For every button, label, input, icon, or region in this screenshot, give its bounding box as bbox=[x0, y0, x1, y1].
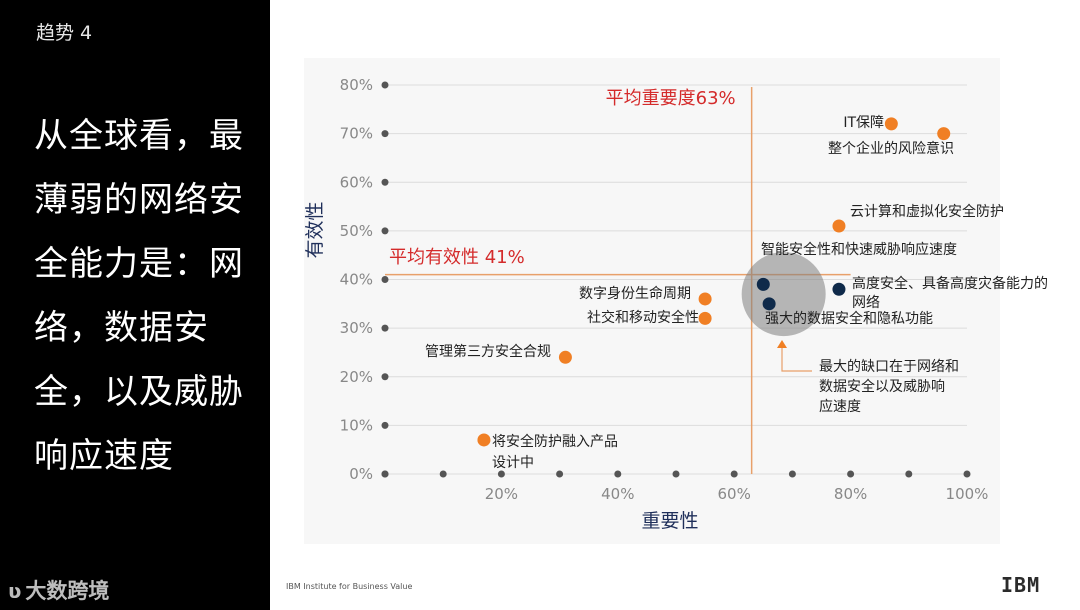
x-tick-dot bbox=[556, 470, 564, 478]
x-tick-dot bbox=[381, 470, 389, 478]
data-point bbox=[558, 350, 572, 364]
point-label: 社交和移动安全性 bbox=[587, 309, 699, 326]
source-note: IBM Institute for Business Value bbox=[286, 582, 413, 591]
data-point bbox=[937, 127, 951, 141]
y-tick-dot bbox=[381, 81, 389, 89]
headline: 从全球看，最薄弱的网络安全能力是：网络，数据安全，以及威胁响应速度 bbox=[34, 116, 244, 476]
y-tick-label: 80% bbox=[340, 76, 373, 94]
watermark-text: 大数跨境 bbox=[25, 579, 110, 603]
y-tick-label: 0% bbox=[349, 465, 373, 483]
axis-labels: 重要性 有效性 bbox=[304, 201, 699, 532]
x-tick-label: 20% bbox=[485, 485, 518, 503]
y-tick-dot bbox=[381, 276, 389, 283]
point-label: 将安全防护融入产品设计中 bbox=[492, 433, 618, 471]
point-label: 整个企业的风险意识 bbox=[828, 140, 954, 157]
data-point bbox=[698, 292, 712, 306]
data-point bbox=[762, 297, 776, 311]
data-point bbox=[477, 433, 491, 447]
y-tick-dot bbox=[381, 227, 389, 235]
gap-highlight-circle bbox=[741, 252, 826, 337]
point-label: 智能安全性和快速威胁响应速度 bbox=[761, 241, 957, 258]
point-label: 管理第三方安全合规 bbox=[425, 343, 551, 360]
x-tick-label: 100% bbox=[946, 485, 989, 503]
chart-area bbox=[304, 58, 1000, 544]
x-tick-label: 40% bbox=[601, 485, 634, 503]
y-tick-label: 20% bbox=[340, 368, 373, 386]
point-label: 高度安全、具备高度灾备能力的网络 bbox=[852, 275, 1048, 311]
avg-importance-label: 平均重要度63% bbox=[606, 88, 736, 109]
watermark-logo-icon: ʋ bbox=[8, 579, 22, 603]
y-tick-dot bbox=[381, 178, 389, 186]
y-tick-label: 60% bbox=[340, 173, 373, 191]
y-tick-label: 30% bbox=[340, 319, 373, 337]
ibm-logo: IBM bbox=[1001, 573, 1041, 597]
x-tick-dot bbox=[847, 470, 855, 478]
point-label: 数字身份生命周期 bbox=[579, 285, 691, 302]
point-label: 强大的数据安全和隐私功能 bbox=[765, 310, 933, 327]
y-axis-title: 有效性 bbox=[304, 201, 326, 258]
x-tick-dot bbox=[614, 470, 622, 478]
gap-highlight: 最大的缺口在于网络和数据安全以及威胁响应速度 bbox=[741, 252, 959, 415]
watermark: ʋ 大数跨境 bbox=[8, 575, 109, 605]
data-point bbox=[832, 282, 846, 296]
point-label: IT保障 bbox=[843, 115, 884, 131]
annotation-text: 最大的缺口在于网络和数据安全以及威胁响应速度 bbox=[819, 359, 959, 415]
y-tick-label: 40% bbox=[340, 271, 373, 289]
x-tick-dot bbox=[439, 470, 447, 478]
data-points: IT保障整个企业的风险意识云计算和虚拟化安全防护智能安全性和快速威胁响应速度高度… bbox=[425, 115, 1048, 471]
data-point bbox=[756, 277, 770, 291]
x-tick-dot bbox=[963, 470, 971, 478]
left-panel: 趋势 4 从全球看，最薄弱的网络安全能力是：网络，数据安全，以及威胁响应速度 ʋ… bbox=[0, 0, 270, 610]
x-tick-label: 60% bbox=[718, 485, 751, 503]
y-tick-label: 50% bbox=[340, 222, 373, 240]
x-tick-dot bbox=[905, 470, 913, 478]
y-tick-dot bbox=[381, 324, 389, 332]
annotation-arrow bbox=[781, 344, 812, 372]
point-label: 云计算和虚拟化安全防护 bbox=[850, 203, 1004, 220]
data-point bbox=[698, 311, 712, 325]
y-tick-dot bbox=[381, 421, 389, 429]
grid bbox=[385, 84, 967, 475]
avg-effectiveness-label: 平均有效性 41% bbox=[389, 247, 525, 268]
y-tick-dot bbox=[381, 130, 389, 138]
y-tick-label: 70% bbox=[340, 125, 373, 143]
annotation-arrow-head bbox=[777, 340, 787, 348]
y-tick-dot bbox=[381, 373, 389, 381]
axis-ticks: 0% 10% 20% 30% 40% 50% 60% 70% 80% 20% 40% 60% 80% 10… bbox=[340, 76, 989, 503]
x-tick-dot bbox=[730, 470, 738, 478]
x-axis-title: 重要性 bbox=[641, 510, 698, 532]
y-tick-label: 10% bbox=[340, 416, 373, 434]
x-tick-dot bbox=[497, 470, 505, 478]
data-point bbox=[832, 219, 846, 233]
x-tick-dot bbox=[672, 470, 680, 478]
data-point bbox=[884, 117, 898, 131]
trend-label: 趋势 4 bbox=[36, 22, 93, 44]
x-tick-dot bbox=[788, 470, 796, 478]
x-tick-label: 80% bbox=[834, 485, 867, 503]
